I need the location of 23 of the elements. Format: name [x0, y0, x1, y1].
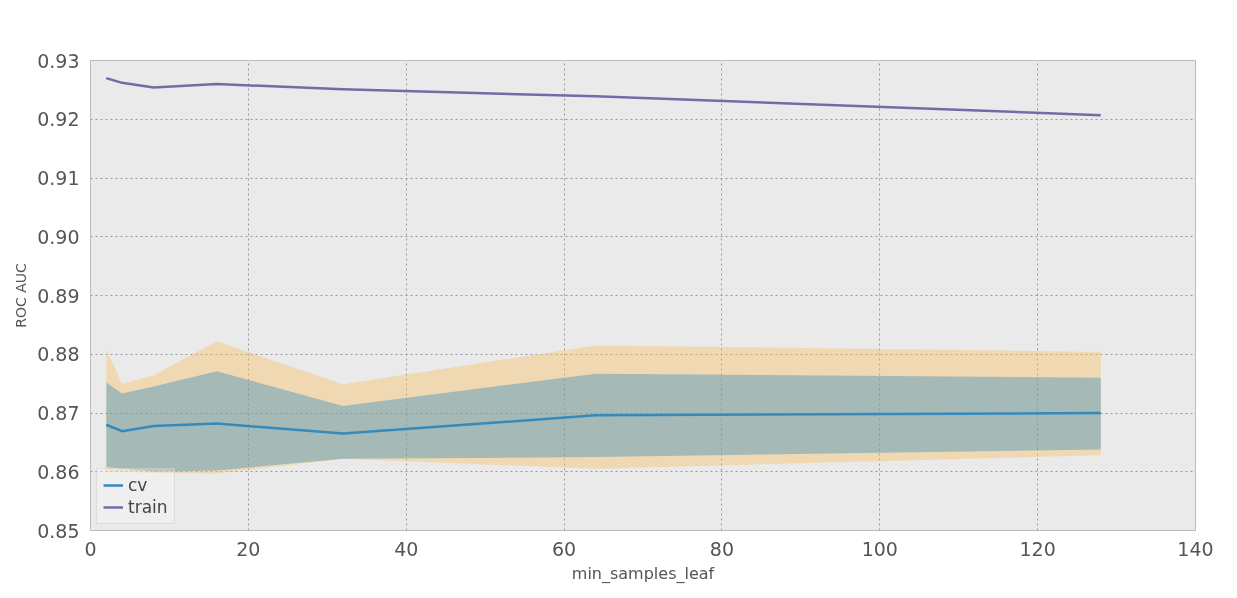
legend-label: cv	[128, 475, 148, 495]
x-tick-label: 100	[861, 537, 898, 560]
y-tick-label: 0.93	[37, 49, 80, 72]
x-tick-label: 0	[84, 537, 97, 560]
y-tick-label: 0.92	[37, 108, 80, 131]
y-tick-label: 0.86	[37, 460, 80, 483]
y-axis-title: ROC AUC	[13, 262, 30, 328]
x-tick-label: 80	[709, 537, 735, 560]
line-series	[105, 411, 1103, 435]
x-tick-label: 40	[394, 537, 419, 560]
legend-label: train	[128, 497, 168, 517]
x-tick-label: 140	[1177, 537, 1214, 560]
y-tick-label: 0.85	[37, 519, 80, 542]
y-tick-label: 0.91	[37, 167, 80, 189]
x-tick-label: 60	[551, 537, 577, 560]
y-tick-label: 0.90	[37, 225, 80, 248]
line-series	[105, 76, 1103, 117]
y-tick-label: 0.88	[37, 343, 80, 366]
x-tick-label: 20	[236, 537, 261, 560]
x-tick-label: 120	[1019, 537, 1056, 560]
y-tick-label: 0.87	[37, 402, 80, 424]
x-axis-title: min_samples_leaf	[571, 563, 715, 584]
y-tick-label: 0.89	[37, 284, 80, 307]
